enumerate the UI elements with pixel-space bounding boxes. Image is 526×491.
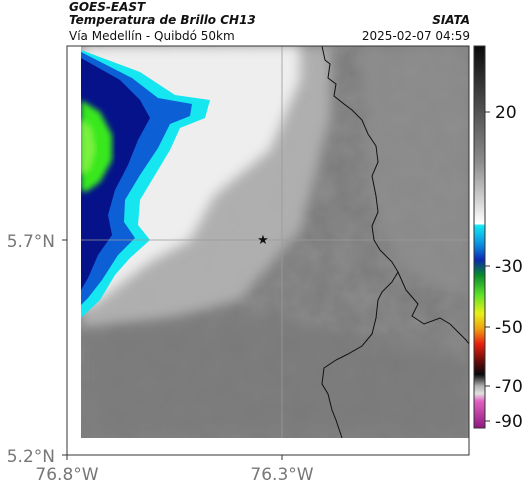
- agency-label: SIATA: [432, 13, 470, 27]
- border-line: [321, 46, 399, 439]
- region-subtitle: Vía Medellín - Quibdó 50km: [69, 29, 235, 43]
- lon-tick-label: 76.8°W: [35, 465, 98, 485]
- star-marker: ★: [257, 233, 269, 248]
- datetime-label: 2025-02-07 04:59: [361, 29, 470, 43]
- colorbar-tick-label: 20: [495, 103, 517, 123]
- map-frame: [66, 45, 470, 456]
- colorbar-gradient: [474, 46, 485, 428]
- satellite-image: [67, 46, 469, 455]
- border-branch: [397, 271, 469, 345]
- lat-tick-label: 5.2°N: [7, 447, 55, 467]
- satellite-title: GOES-EAST: [69, 0, 146, 14]
- product-title: Temperatura de Brillo CH13: [69, 13, 256, 27]
- lat-tick-label: 5.7°N: [7, 232, 55, 252]
- colorbar-tick-label: -90: [495, 412, 523, 432]
- colorbar-tick-label: -70: [495, 377, 523, 397]
- colorbar-tick-label: -30: [495, 257, 523, 277]
- colorbar-tick-label: -50: [495, 318, 523, 338]
- lon-tick-label: 76.3°W: [250, 465, 313, 485]
- colorbar: 20 -30 -50 -70 -90: [473, 45, 523, 432]
